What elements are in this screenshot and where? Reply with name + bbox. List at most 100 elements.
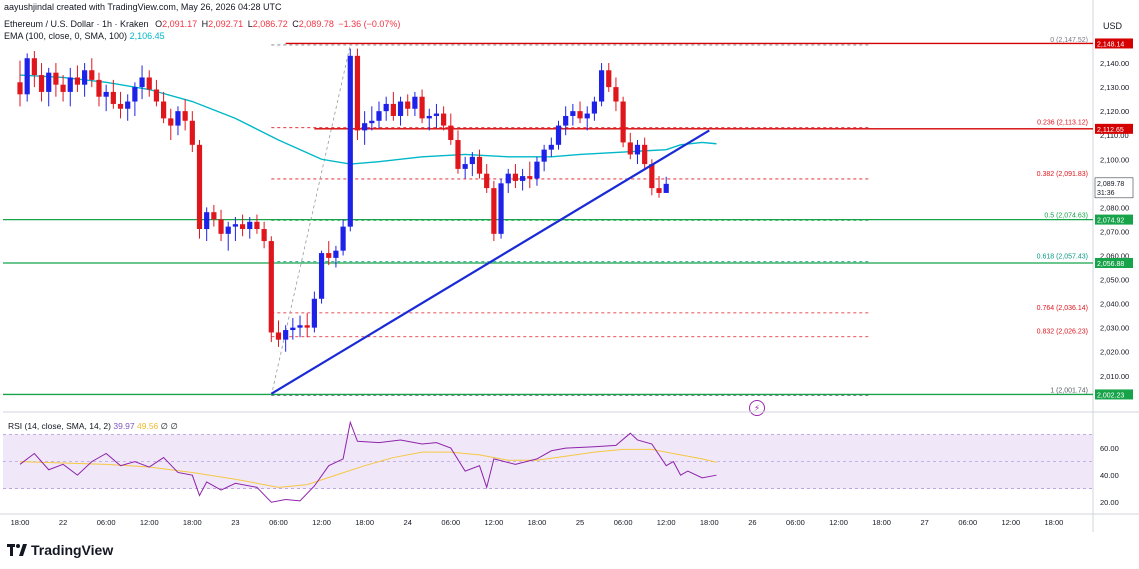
candle[interactable] xyxy=(117,91,124,119)
candle[interactable] xyxy=(354,48,361,141)
candle[interactable] xyxy=(67,67,73,107)
candle[interactable] xyxy=(110,79,116,109)
candle[interactable] xyxy=(103,84,109,112)
candle[interactable] xyxy=(563,106,569,136)
rsi-ma-line[interactable] xyxy=(19,448,717,488)
candle[interactable] xyxy=(591,96,597,121)
candle[interactable] xyxy=(534,156,540,186)
candle[interactable] xyxy=(584,106,590,131)
candle[interactable] xyxy=(38,63,45,102)
trendline[interactable] xyxy=(270,129,710,395)
rsi-legend[interactable]: RSI (14, close, SMA, 14, 2) 39.97 49.56 … xyxy=(8,421,178,432)
candle[interactable] xyxy=(247,216,253,239)
candle[interactable] xyxy=(347,48,353,232)
candle[interactable] xyxy=(441,106,447,131)
candle[interactable] xyxy=(548,137,554,157)
candle[interactable] xyxy=(261,221,267,249)
candle[interactable] xyxy=(189,111,195,153)
candle[interactable] xyxy=(254,214,260,234)
candle[interactable] xyxy=(412,91,418,116)
candle[interactable] xyxy=(426,108,432,131)
candle[interactable] xyxy=(311,291,317,333)
candle[interactable] xyxy=(318,250,325,304)
candle[interactable] xyxy=(520,168,526,191)
time-tick-label: 18:00 xyxy=(11,518,30,527)
candle[interactable] xyxy=(304,313,310,338)
candle[interactable] xyxy=(642,137,648,169)
candle[interactable] xyxy=(125,94,131,121)
candle[interactable] xyxy=(132,82,138,116)
candle[interactable] xyxy=(455,130,461,174)
lightning-icon[interactable]: ⚡ xyxy=(749,400,765,416)
candle[interactable] xyxy=(275,320,282,347)
candle[interactable] xyxy=(433,103,440,128)
candle[interactable] xyxy=(218,209,224,242)
candle[interactable] xyxy=(168,108,174,141)
candle[interactable] xyxy=(491,180,497,242)
candle[interactable] xyxy=(161,91,167,124)
candle[interactable] xyxy=(541,144,547,172)
candle[interactable] xyxy=(462,156,468,179)
candle[interactable] xyxy=(570,103,576,126)
candle[interactable] xyxy=(383,96,389,121)
candle[interactable] xyxy=(577,101,583,124)
candle[interactable] xyxy=(376,101,382,128)
candle[interactable] xyxy=(405,94,411,116)
ema-legend[interactable]: EMA (100, close, 0, SMA, 100) 2,106.45 xyxy=(4,31,165,41)
candle[interactable] xyxy=(634,140,641,165)
candle[interactable] xyxy=(290,318,296,340)
candle[interactable] xyxy=(239,214,246,237)
candle[interactable] xyxy=(340,219,346,256)
candle[interactable] xyxy=(606,63,612,92)
candle[interactable] xyxy=(390,91,396,121)
candle[interactable] xyxy=(505,168,511,193)
candle[interactable] xyxy=(333,245,339,268)
candle[interactable] xyxy=(139,65,145,100)
candle[interactable] xyxy=(182,99,188,131)
candle[interactable] xyxy=(613,77,619,112)
candle[interactable] xyxy=(484,164,490,193)
candle[interactable] xyxy=(89,58,95,88)
candle[interactable] xyxy=(153,79,160,107)
ema-line[interactable] xyxy=(19,74,717,165)
candle[interactable] xyxy=(476,149,483,179)
candle[interactable] xyxy=(362,111,368,145)
candle[interactable] xyxy=(598,63,605,107)
candle[interactable] xyxy=(656,176,662,198)
candle[interactable] xyxy=(663,176,669,193)
candle[interactable] xyxy=(211,204,217,227)
candle[interactable] xyxy=(96,72,102,107)
candle[interactable] xyxy=(146,70,152,97)
candle[interactable] xyxy=(74,65,81,92)
candle[interactable] xyxy=(512,164,519,189)
candle[interactable] xyxy=(82,63,88,97)
symbol-title[interactable]: Ethereum / U.S. Dollar · 1h · Kraken xyxy=(4,19,149,29)
candle[interactable] xyxy=(326,241,332,266)
candle[interactable] xyxy=(297,315,303,338)
candle[interactable] xyxy=(498,178,504,239)
candle[interactable] xyxy=(225,221,231,251)
candle[interactable] xyxy=(31,51,37,88)
candle[interactable] xyxy=(232,216,238,242)
candle[interactable] xyxy=(17,60,23,107)
candle[interactable] xyxy=(283,325,289,352)
candle[interactable] xyxy=(46,67,52,107)
candle[interactable] xyxy=(53,63,59,97)
rsi-line[interactable] xyxy=(19,420,717,503)
candle[interactable] xyxy=(196,140,203,239)
candle[interactable] xyxy=(555,120,562,150)
candle[interactable] xyxy=(527,161,533,189)
candle[interactable] xyxy=(268,236,274,343)
candle[interactable] xyxy=(627,132,633,160)
candle[interactable] xyxy=(419,89,425,124)
candle[interactable] xyxy=(620,96,626,148)
candle[interactable] xyxy=(24,53,30,102)
candle[interactable] xyxy=(175,106,181,136)
candle[interactable] xyxy=(60,75,66,102)
candle[interactable] xyxy=(469,152,475,177)
candle[interactable] xyxy=(397,96,404,126)
candle[interactable] xyxy=(369,106,375,131)
candle[interactable] xyxy=(448,113,454,145)
candle[interactable] xyxy=(204,207,210,242)
